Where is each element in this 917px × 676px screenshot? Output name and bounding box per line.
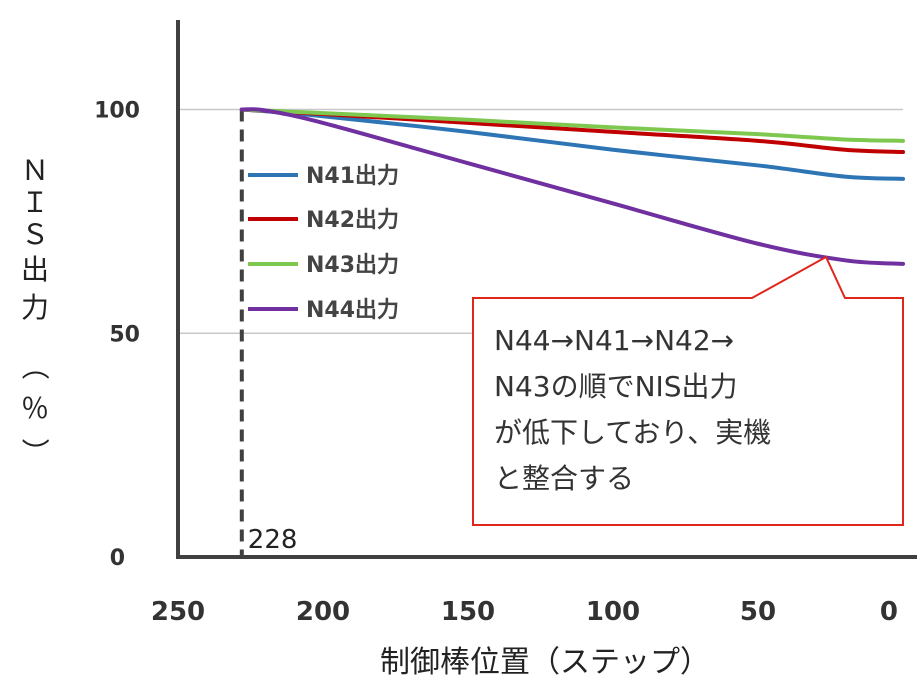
x-tick-label: 0 xyxy=(880,597,898,627)
x-228-marker: 228 xyxy=(239,109,298,557)
y-axis-label-char: ） xyxy=(18,438,51,466)
legend: N41出力 N42出力 N43出力 N44出力 xyxy=(248,164,399,323)
y-axis-label-char: Ｉ xyxy=(21,186,49,219)
axes xyxy=(176,20,917,559)
y-axis-label-char: ％ xyxy=(21,392,49,425)
legend-label: N44出力 xyxy=(306,298,399,323)
callout-text-line: が低下しており、実機 xyxy=(494,416,771,449)
y-tick-label: 100 xyxy=(94,99,140,124)
y-tick-labels: 0 50 100 xyxy=(94,99,140,572)
x-tick-label: 50 xyxy=(740,597,776,627)
x-tick-label: 100 xyxy=(586,597,640,627)
callout-text-line: N44→N41→N42→ xyxy=(494,324,734,357)
y-axis-label: ＮＩＳ出力 （ ％ ） xyxy=(18,154,51,466)
legend-label: N43出力 xyxy=(306,253,399,278)
callout-text-line: N43の順でNIS出力 xyxy=(494,370,738,403)
series-line-N43出力 xyxy=(239,107,905,143)
y-axis-label-char: 力 xyxy=(21,291,49,324)
x-tick-labels: 250 200 150 100 50 0 xyxy=(151,597,898,627)
series-line-N41出力 xyxy=(239,107,905,181)
y-axis-label-char: （ xyxy=(18,352,51,380)
y-axis-label-char: Ｎ xyxy=(21,154,49,187)
x-tick-label: 200 xyxy=(296,597,350,627)
callout-text-line: と整合する xyxy=(494,462,634,495)
marker-label: 228 xyxy=(248,525,298,555)
y-tick-label: 50 xyxy=(109,322,140,347)
y-tick-label: 0 xyxy=(110,546,125,571)
series-line-N44出力 xyxy=(239,107,905,266)
legend-label: N41出力 xyxy=(306,164,399,189)
legend-label: N42出力 xyxy=(306,208,399,233)
x-tick-label: 150 xyxy=(441,597,495,627)
series-lines xyxy=(239,107,905,266)
y-axis-label-char: 出 xyxy=(21,253,49,286)
callout-box xyxy=(472,255,904,526)
x-tick-label: 250 xyxy=(151,597,205,627)
x-axis-label: 制御棒位置（ステップ） xyxy=(380,645,710,676)
y-axis-label-char: Ｓ xyxy=(21,218,49,251)
